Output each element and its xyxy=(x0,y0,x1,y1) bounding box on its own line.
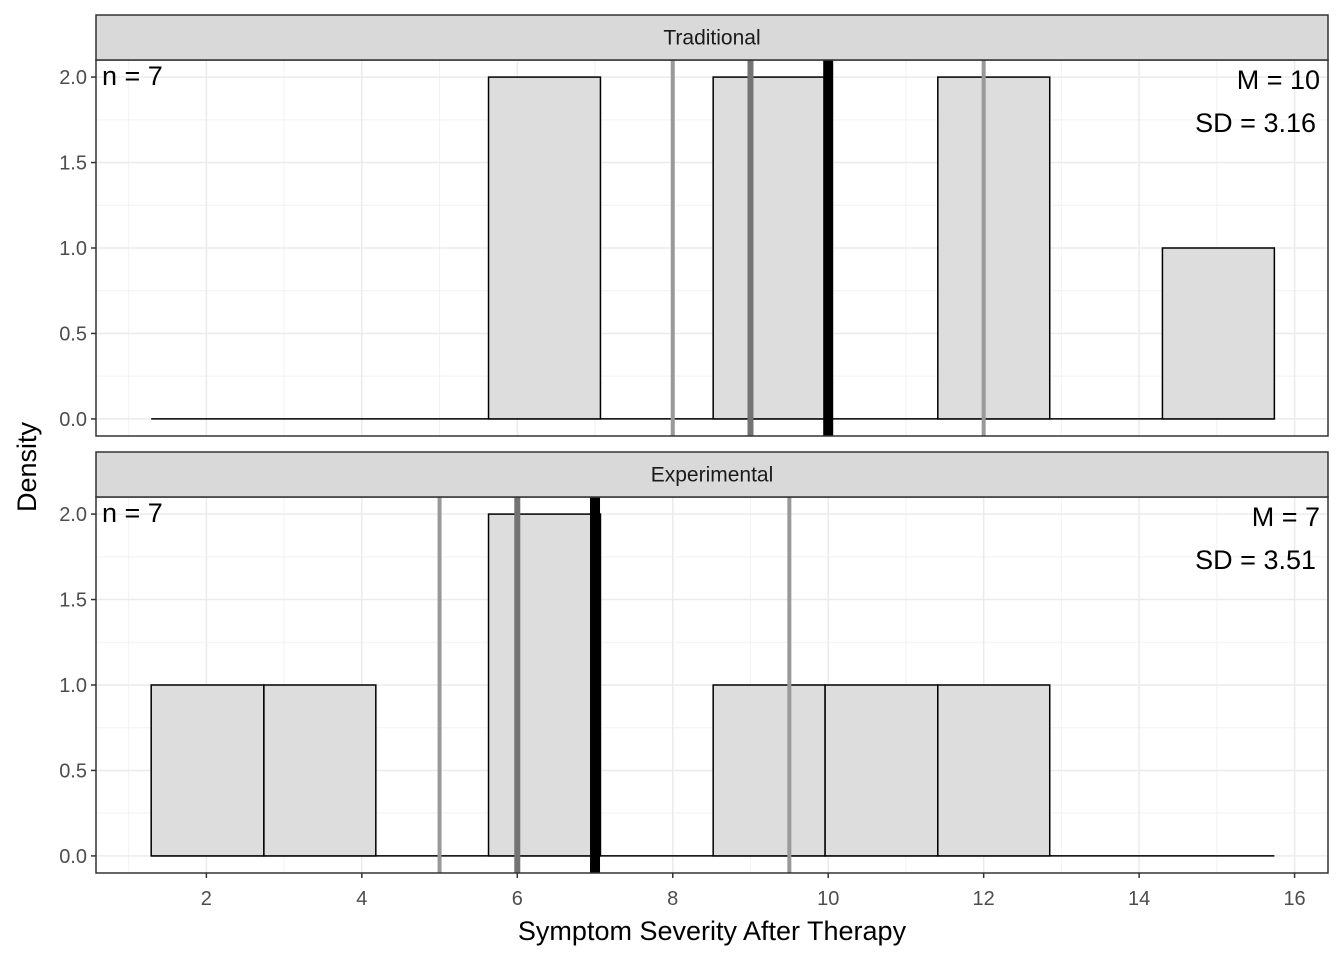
sd-annotation: SD = 3.51 xyxy=(1195,545,1316,575)
histogram-bar xyxy=(1161,247,1276,420)
x-tick-label: 6 xyxy=(512,888,523,910)
x-tick-label: 10 xyxy=(817,888,839,910)
y-tick-label: 0.5 xyxy=(59,323,87,345)
histogram-bar xyxy=(937,684,1051,857)
panel-traditional: Traditional 0.0 0.5 1.0 1.5 2.0 n = 7 M = 10 SD … xyxy=(59,14,1329,437)
y-tick-label: 0.0 xyxy=(59,846,87,868)
x-tick-label: 14 xyxy=(1128,888,1150,910)
x-tick-label: 2 xyxy=(201,888,212,910)
y-tick-label: 1.0 xyxy=(59,675,87,697)
y-tick-label: 0.0 xyxy=(59,409,87,431)
x-tick-label: 12 xyxy=(973,888,995,910)
y-tick-label: 2.0 xyxy=(59,67,87,89)
panel-experimental: Experimental 0.0 0.5 1.0 1.5 2.0 n = 7 M = 7 SD … xyxy=(59,451,1329,874)
y-tick-label: 2.0 xyxy=(59,504,87,526)
facet-strip xyxy=(95,14,1329,61)
histogram-bar xyxy=(150,684,265,857)
x-tick-label: 8 xyxy=(667,888,678,910)
x-axis-title: Symptom Severity After Therapy xyxy=(518,916,907,946)
facet-strip xyxy=(95,451,1329,498)
facet-strip-label: Traditional xyxy=(663,27,760,50)
y-axis-title: Density xyxy=(12,421,42,512)
histogram-bar xyxy=(487,513,602,857)
histogram-bar xyxy=(937,76,1051,420)
mean-annotation: M = 10 xyxy=(1237,65,1320,95)
y-tick-label: 1.5 xyxy=(59,153,87,175)
x-tick-label: 16 xyxy=(1283,888,1305,910)
y-tick-label: 0.5 xyxy=(59,760,87,782)
mean-annotation: M = 7 xyxy=(1252,502,1320,532)
histogram-bar xyxy=(824,684,939,857)
facet-strip-label: Experimental xyxy=(651,464,774,487)
x-tick-label: 4 xyxy=(356,888,367,910)
n-annotation: n = 7 xyxy=(102,498,163,528)
sd-annotation: SD = 3.16 xyxy=(1195,108,1316,138)
y-tick-label: 1.5 xyxy=(59,590,87,612)
histogram-bar xyxy=(712,76,826,420)
y-tick-label: 1.0 xyxy=(59,238,87,260)
histogram-bar xyxy=(487,76,602,420)
histogram-bar xyxy=(712,684,826,857)
histogram-bar xyxy=(263,684,377,857)
n-annotation: n = 7 xyxy=(102,61,163,91)
